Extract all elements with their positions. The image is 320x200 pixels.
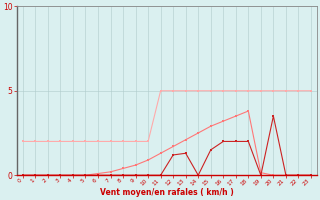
X-axis label: Vent moyen/en rafales ( km/h ): Vent moyen/en rafales ( km/h ): [100, 188, 234, 197]
